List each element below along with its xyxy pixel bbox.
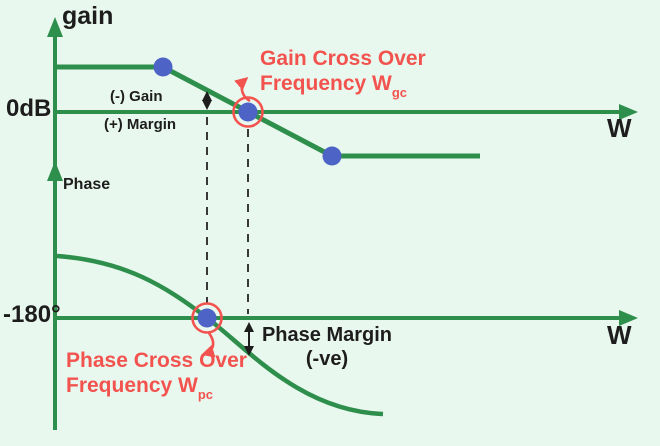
phase-axis-arrowhead xyxy=(47,161,63,181)
phase-crossover-pointer-arrow xyxy=(201,332,216,358)
gain-x-axis-label: W xyxy=(607,113,632,143)
phase-crossover-circle xyxy=(191,302,223,334)
phase-margin-line1: Phase Margin xyxy=(261,324,393,346)
gain-corner-dot-left xyxy=(153,57,173,77)
phase-margin-annotation: Phase Margin (-ve) xyxy=(253,323,401,371)
phase-margin-line2: (-ve) xyxy=(305,348,349,370)
gain-crossover-pointer-arrow xyxy=(234,77,251,103)
gain-margin-label-bottom: (+) Margin xyxy=(104,116,177,133)
phase-crossover-line2: Frequency W xyxy=(66,374,198,397)
minus-180-axis-arrowhead xyxy=(619,310,638,326)
zero-db-axis-arrowhead xyxy=(619,104,638,120)
phase-axis-label: Phase xyxy=(63,176,111,193)
gain-margin-label-top: (-) Gain xyxy=(110,88,163,105)
gain-crossover-dot xyxy=(238,102,258,122)
gain-crossover-line1: Gain Cross Over xyxy=(260,47,426,70)
gain-crossover-annotation: Gain Cross Over Frequency Wgc xyxy=(260,46,426,105)
phase-x-axis-label: W xyxy=(607,320,632,350)
phase-crossover-dot xyxy=(197,308,217,328)
phase-crossover-annotation: Phase Cross Over Frequency Wpc xyxy=(66,348,247,407)
gain-corner-dot-right xyxy=(322,146,342,166)
phase-crossover-line1: Phase Cross Over xyxy=(66,349,247,372)
zero-db-label: 0dB xyxy=(6,95,52,122)
gain-crossover-line2: Frequency W xyxy=(260,72,392,95)
minus-180-label: -180° xyxy=(3,301,61,328)
phase-crossover-subscript: pc xyxy=(197,387,214,402)
gain-crossover-subscript: gc xyxy=(391,85,408,100)
gain-axis-label: gain xyxy=(62,2,114,30)
gain-axis-arrowhead xyxy=(47,17,63,37)
gain-crossover-circle xyxy=(232,96,264,128)
